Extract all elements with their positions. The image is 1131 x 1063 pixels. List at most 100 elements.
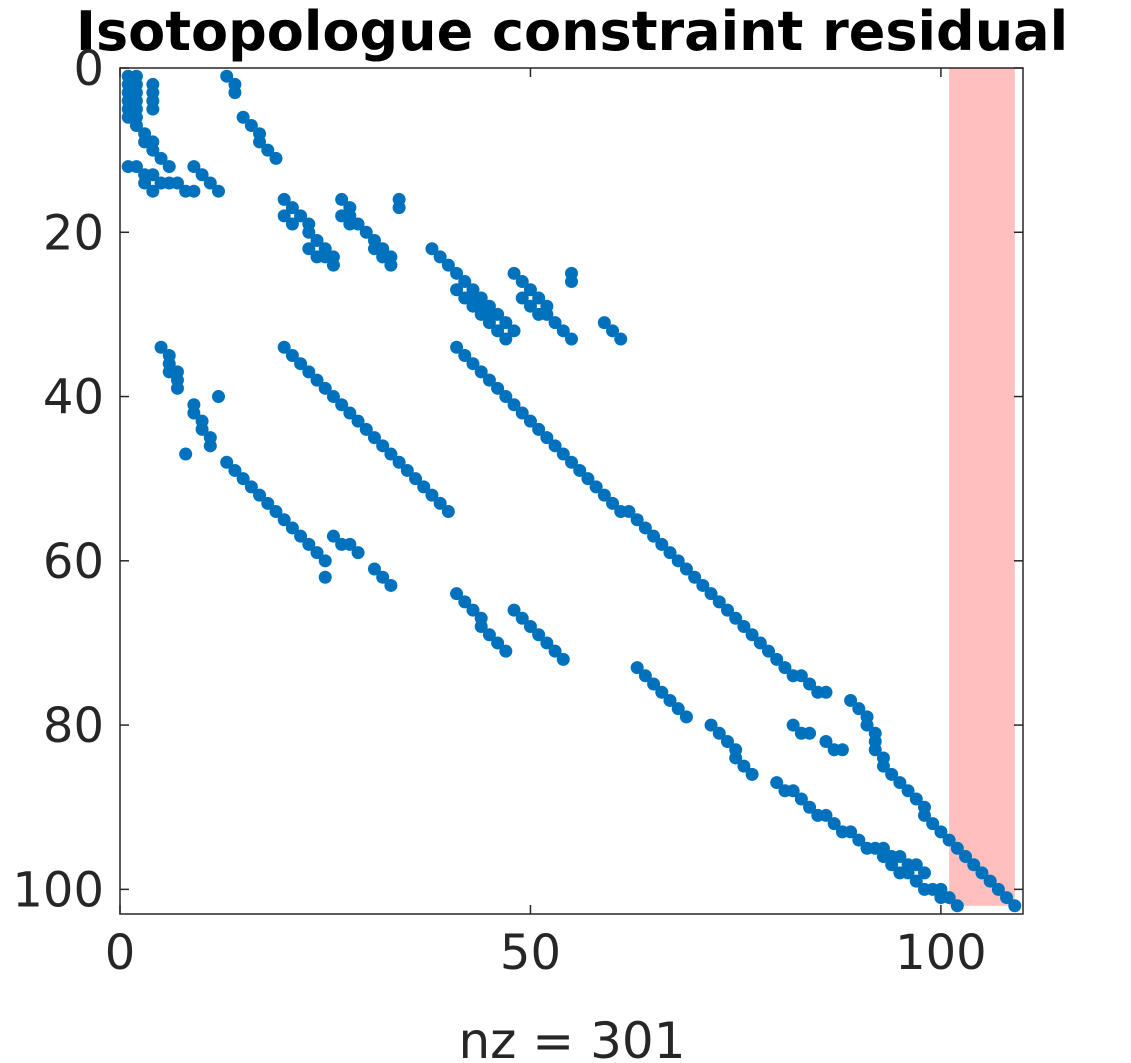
nonzero-marker <box>376 570 390 584</box>
nonzero-marker <box>844 693 858 707</box>
nonzero-marker <box>409 472 423 486</box>
nonzero-marker <box>129 160 143 174</box>
nonzero-marker <box>729 611 743 625</box>
nonzero-marker <box>466 291 480 305</box>
nonzero-marker <box>704 718 718 732</box>
nonzero-marker <box>367 431 381 445</box>
y-tick-label: 100 <box>12 862 104 918</box>
nonzero-marker <box>835 743 849 757</box>
nonzero-marker <box>909 858 923 872</box>
nonzero-marker <box>581 472 595 486</box>
nonzero-marker <box>950 899 964 913</box>
nonzero-marker <box>515 611 529 625</box>
nonzero-marker <box>228 463 242 477</box>
nonzero-marker <box>359 225 373 239</box>
nonzero-marker <box>540 636 554 650</box>
nonzero-marker <box>959 850 973 864</box>
nonzero-marker <box>523 283 537 297</box>
nonzero-marker <box>277 209 291 223</box>
nonzero-marker <box>384 447 398 461</box>
nonzero-marker <box>819 735 833 749</box>
nonzero-marker <box>482 307 496 321</box>
nonzero-marker <box>261 143 275 157</box>
nonzero-marker <box>277 513 291 527</box>
highlight-band <box>949 68 1015 906</box>
nonzero-marker <box>548 439 562 453</box>
nonzero-marker <box>679 710 693 724</box>
nonzero-marker <box>220 69 234 83</box>
nonzero-marker <box>737 620 751 634</box>
nonzero-marker <box>893 850 907 864</box>
nonzero-marker <box>868 743 882 757</box>
nonzero-marker <box>573 463 587 477</box>
nonzero-marker <box>310 373 324 387</box>
chart-title: Isotopologue constraint residual <box>76 0 1068 63</box>
nonzero-marker <box>162 365 176 379</box>
nonzero-marker <box>556 447 570 461</box>
nonzero-marker <box>433 496 447 510</box>
nonzero-marker <box>482 373 496 387</box>
nonzero-marker <box>638 669 652 683</box>
nonzero-marker <box>491 636 505 650</box>
nonzero-marker <box>696 578 710 592</box>
nonzero-marker <box>146 184 160 198</box>
nonzero-marker <box>720 603 734 617</box>
nonzero-marker <box>335 192 349 206</box>
nonzero-marker <box>269 151 283 165</box>
nonzero-marker <box>318 554 332 568</box>
nonzero-marker <box>294 529 308 543</box>
nonzero-marker <box>285 201 299 215</box>
nonzero-marker <box>244 118 258 132</box>
nonzero-marker <box>893 776 907 790</box>
nonzero-marker <box>458 275 472 289</box>
nonzero-marker <box>597 316 611 330</box>
nonzero-marker <box>712 595 726 609</box>
nonzero-marker <box>614 332 628 346</box>
nonzero-marker <box>203 439 217 453</box>
y-tick-label: 40 <box>43 370 104 426</box>
nonzero-marker <box>228 86 242 100</box>
x-tick-label: 100 <box>895 925 987 981</box>
nonzero-marker <box>532 307 546 321</box>
nonzero-marker <box>458 348 472 362</box>
nonzero-marker <box>671 554 685 568</box>
nonzero-marker <box>433 250 447 264</box>
nonzero-marker <box>195 168 209 182</box>
nonzero-marker <box>343 537 357 551</box>
nonzero-marker <box>351 414 365 428</box>
nonzero-marker <box>359 422 373 436</box>
nonzero-marker <box>548 644 562 658</box>
nonzero-marker <box>942 833 956 847</box>
nonzero-marker <box>819 685 833 699</box>
nonzero-markers <box>121 69 1022 913</box>
nonzero-marker <box>819 808 833 822</box>
plot-frame <box>119 67 1024 915</box>
nonzero-marker <box>942 891 956 905</box>
nonzero-marker <box>441 258 455 272</box>
nonzero-marker <box>343 217 357 231</box>
nonzero-marker <box>638 521 652 535</box>
nonzero-marker <box>277 192 291 206</box>
nonzero-marker <box>663 693 677 707</box>
nonzero-marker <box>441 505 455 519</box>
nonzero-marker <box>1000 891 1014 905</box>
nonzero-marker <box>458 595 472 609</box>
nonzero-marker <box>326 258 340 272</box>
nonzero-marker <box>187 184 201 198</box>
nonzero-marker <box>745 767 759 781</box>
nonzero-marker <box>491 381 505 395</box>
nonzero-marker <box>212 184 226 198</box>
nonzero-marker <box>991 882 1005 896</box>
nonzero-marker <box>655 537 669 551</box>
nonzero-marker <box>876 759 890 773</box>
nonzero-marker <box>852 833 866 847</box>
nonzero-marker <box>794 792 808 806</box>
nonzero-marker <box>630 661 644 675</box>
nonzero-marker <box>876 841 890 855</box>
nonzero-marker <box>622 505 636 519</box>
nonzero-marker <box>195 422 209 436</box>
nonzero-marker <box>236 110 250 124</box>
nonzero-marker <box>376 242 390 256</box>
nonzero-marker <box>302 242 316 256</box>
nonzero-marker <box>926 817 940 831</box>
